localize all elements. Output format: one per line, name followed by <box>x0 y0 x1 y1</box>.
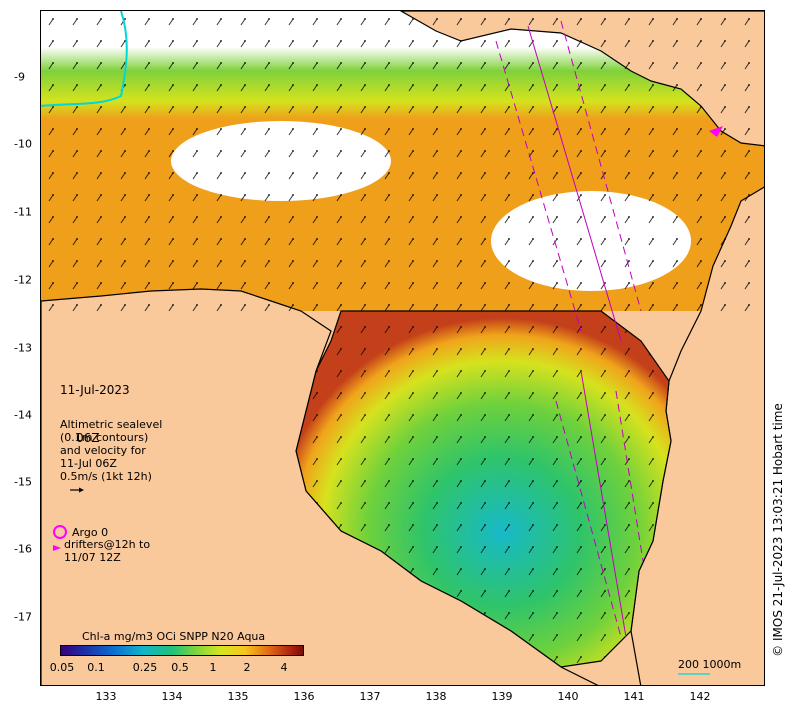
date-line: 11-Jul-2023 <box>60 383 130 397</box>
y-tick: -14 <box>14 408 32 422</box>
argo-label: Argo 0 <box>72 526 109 539</box>
drifter-label: drifters@12h to 11/07 12Z <box>64 538 151 564</box>
velocity-scale-arrow-icon <box>70 487 84 493</box>
x-tick: 137 <box>359 690 381 703</box>
scale-bar-line <box>678 673 710 675</box>
colorbar-tick: 1 <box>209 661 217 674</box>
sealevel-contour <box>41 11 128 107</box>
drifter-icon <box>53 545 61 551</box>
altimeter-track <box>555 400 622 638</box>
y-tick: -15 <box>14 475 32 489</box>
y-tick: -13 <box>14 341 32 355</box>
x-tick: 135 <box>227 690 249 703</box>
altimetry-note: Altimetric sealevel (0.1m contours) and … <box>60 418 163 483</box>
y-tick: -17 <box>14 610 32 624</box>
colorbar-tick: 2 <box>243 661 251 674</box>
altimeter-track <box>495 40 582 332</box>
velocity-arrows-north <box>41 11 764 311</box>
argo-circle-icon <box>53 525 67 539</box>
colorbar-tick: 0.05 <box>49 661 75 674</box>
colorbar-title: Chl-a mg/m3 OCi SNPP N20 Aqua <box>82 630 266 643</box>
colorbar-tick: 0.25 <box>132 661 158 674</box>
x-tick: 142 <box>689 690 711 703</box>
x-tick: 133 <box>95 690 117 703</box>
map-frame <box>40 10 765 686</box>
colorbar-gradient <box>60 645 304 656</box>
x-tick: 134 <box>161 690 183 703</box>
x-tick: 139 <box>491 690 513 703</box>
time-line: 06Z <box>76 431 100 445</box>
colorbar-tick: 4 <box>280 661 288 674</box>
y-tick: -11 <box>14 205 32 219</box>
velocity-arrows-gulf <box>296 311 671 667</box>
y-tick: -16 <box>14 542 32 556</box>
y-tick: -9 <box>14 70 25 84</box>
colorbar-tick: 0.5 <box>171 661 189 674</box>
date-label: 11-Jul-2023 06Z <box>60 350 130 462</box>
credit-text: © IMOS 21-Jul-2023 13:03:21 Hobart time <box>771 403 785 657</box>
x-tick: 136 <box>293 690 315 703</box>
x-tick: 138 <box>425 690 447 703</box>
colorbar-tick: 0.1 <box>87 661 105 674</box>
altimeter-track <box>615 390 644 562</box>
altimeter-track <box>560 20 642 312</box>
scale-bar-label: 200 1000m <box>678 658 742 671</box>
altimeter-track <box>580 370 627 638</box>
y-tick: -10 <box>14 137 32 151</box>
x-tick: 140 <box>557 690 579 703</box>
drifter-track <box>709 126 723 137</box>
x-tick: 141 <box>623 690 645 703</box>
y-tick: -12 <box>14 273 32 287</box>
depth-scale-bar: 200 1000m <box>676 658 766 678</box>
altimeter-track <box>527 25 622 342</box>
chlorophyll-colorbar: Chl-a mg/m3 OCi SNPP N20 Aqua 0.05 0.1 0… <box>50 630 304 674</box>
map-canvas <box>41 11 764 685</box>
